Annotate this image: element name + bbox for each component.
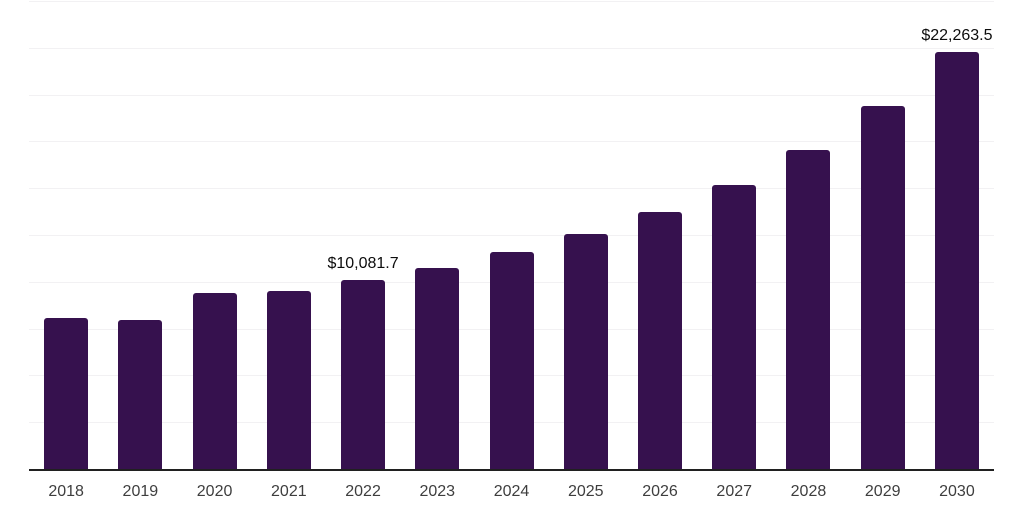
bar-2027[interactable]	[712, 184, 757, 469]
x-tick-2030: 2030	[939, 483, 975, 500]
bars-container: $10,081.7 $22,263.5	[29, 1, 994, 469]
bar-2022[interactable]	[341, 280, 386, 469]
bar-group-2023	[400, 1, 474, 469]
bar-group-2026	[623, 1, 697, 469]
bar-value-label-2022: $10,081.7	[327, 255, 399, 273]
bar-group-2022: $10,081.7	[326, 1, 400, 469]
bar-value-label-2030: $22,263.5	[921, 27, 993, 45]
bar-group-2019	[103, 1, 177, 469]
bar-2018[interactable]	[44, 317, 89, 469]
x-tick-2022: 2022	[345, 483, 381, 500]
x-tick-2025: 2025	[567, 483, 604, 500]
x-tick-2026: 2026	[642, 483, 678, 500]
bar-2019[interactable]	[118, 319, 163, 469]
bar-2023[interactable]	[415, 268, 460, 469]
x-tick-2019: 2019	[122, 483, 159, 500]
x-tick-2029: 2029	[864, 483, 901, 500]
bar-group-2030: $22,263.5	[920, 1, 994, 469]
bar-group-2027	[697, 1, 771, 469]
bar-group-2018	[29, 1, 103, 469]
bar-group-2021	[252, 1, 326, 469]
x-tick-2023: 2023	[419, 483, 456, 500]
bar-2026[interactable]	[637, 212, 682, 469]
bar-group-2029	[846, 1, 920, 469]
x-tick-2027: 2027	[716, 483, 753, 500]
bar-2025[interactable]	[563, 234, 608, 469]
bar-2029[interactable]	[860, 106, 905, 469]
plot-area: $10,081.7 $22,263.5	[29, 1, 994, 471]
bar-2020[interactable]	[192, 293, 237, 469]
x-tick-2020: 2020	[196, 483, 233, 500]
bar-group-2020	[177, 1, 251, 469]
x-tick-2021: 2021	[271, 483, 307, 500]
bar-group-2024	[474, 1, 548, 469]
bar-group-2025	[549, 1, 623, 469]
bar-2021[interactable]	[266, 291, 311, 469]
bar-2028[interactable]	[786, 150, 831, 469]
bar-group-2028	[771, 1, 845, 469]
bar-2030[interactable]	[934, 52, 979, 469]
x-axis-tick-labels: 2018 2019 2020 2021 2022 2023 2024 2025 2026 2027…	[29, 483, 994, 501]
x-tick-2028: 2028	[790, 483, 827, 500]
x-tick-2018: 2018	[48, 483, 84, 500]
x-tick-2024: 2024	[493, 483, 530, 500]
bar-2024[interactable]	[489, 252, 534, 469]
